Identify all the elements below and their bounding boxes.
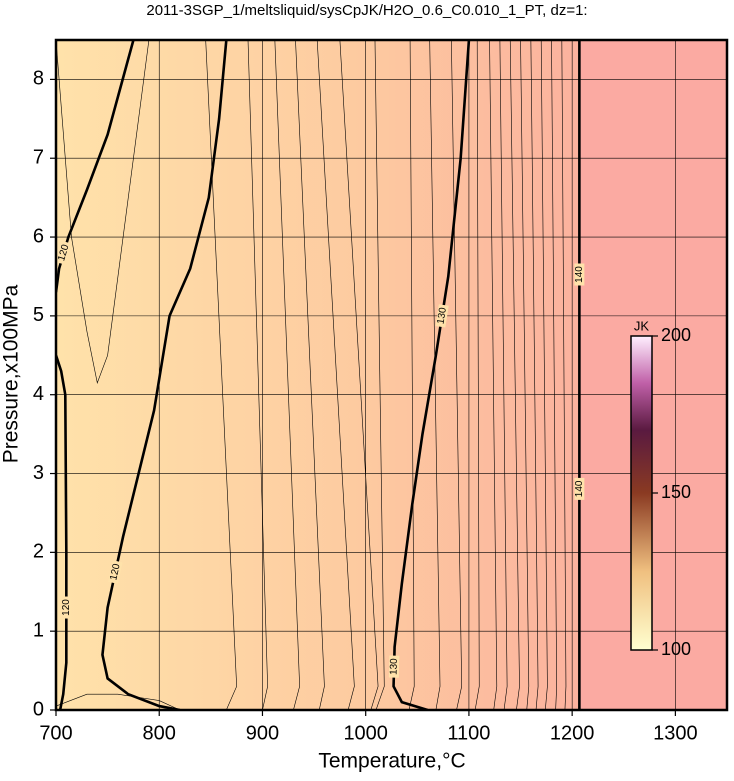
y-tick-label: 0 xyxy=(33,698,44,720)
contour-label: 120 xyxy=(108,562,122,581)
contour-label-bg xyxy=(574,477,585,500)
contour-line-major xyxy=(392,40,471,710)
contour-label-group: 140 xyxy=(574,263,585,286)
contour-line xyxy=(408,40,415,710)
contour-label-group: 130 xyxy=(435,304,449,328)
contour-line xyxy=(509,40,520,710)
plot-background xyxy=(56,40,727,710)
colorbar-tick-label: 200 xyxy=(661,325,691,345)
contour-label-bg xyxy=(108,560,123,584)
contour-line-major xyxy=(56,354,68,710)
contour-line xyxy=(499,40,508,710)
contour-line xyxy=(339,40,379,710)
contour-line xyxy=(520,40,530,710)
plot-frame xyxy=(54,38,729,712)
contour-line xyxy=(540,40,548,710)
colorbar-tick-label: 100 xyxy=(661,639,691,659)
contour-line xyxy=(56,693,181,710)
y-tick-label: 6 xyxy=(33,225,44,247)
contour-line xyxy=(474,40,480,710)
contour-label: 140 xyxy=(574,266,585,283)
contour-label-group: 130 xyxy=(388,655,400,678)
y-tick-label: 7 xyxy=(33,147,44,169)
x-tick-label: 1200 xyxy=(550,722,595,744)
x-tick-label: 1300 xyxy=(653,722,698,744)
x-tick-label: 1000 xyxy=(343,722,388,744)
contour-label-bg xyxy=(435,304,449,328)
y-axis-label: Pressure,x100MPa xyxy=(0,284,23,463)
contour-label: 140 xyxy=(574,480,585,497)
contour-label: 130 xyxy=(389,658,400,675)
contour-line xyxy=(274,40,300,710)
contour-label-bg xyxy=(574,263,585,286)
contour-line xyxy=(295,40,325,710)
y-tick-label: 2 xyxy=(33,541,44,563)
contour-line xyxy=(530,40,539,710)
contour-label-group: 120 xyxy=(61,596,72,619)
x-tick-label: 800 xyxy=(143,722,176,744)
y-tick-label: 8 xyxy=(33,68,44,90)
contour-label: 120 xyxy=(56,243,71,263)
contour-line-major xyxy=(101,40,228,710)
x-axis-label: Temperature,°C xyxy=(318,750,465,773)
contour-line xyxy=(205,40,237,710)
contour-line xyxy=(561,40,567,710)
y-tick-label: 1 xyxy=(33,619,44,641)
colorbar xyxy=(630,335,653,651)
contour-line-major xyxy=(56,40,135,293)
contour-label-bg xyxy=(61,596,72,619)
contour-line xyxy=(551,40,557,710)
contour-line xyxy=(374,40,385,710)
contour-label-bg xyxy=(388,655,400,678)
contour-group: 120 120 120 130 130 140 140 xyxy=(56,40,585,710)
colorbar-tick-label: 150 xyxy=(661,482,691,502)
contour-label: 120 xyxy=(61,599,72,616)
contour-label-group: 120 xyxy=(56,240,72,265)
x-tick-label: 1100 xyxy=(447,722,490,744)
colorbar-label: JK xyxy=(634,318,650,333)
contour-line xyxy=(316,40,355,710)
y-tick-label: 3 xyxy=(33,462,44,484)
contour-line xyxy=(489,40,498,710)
contour-line xyxy=(429,40,441,710)
contour-line xyxy=(451,40,462,710)
x-tick-label: 700 xyxy=(39,722,72,744)
x-tick-label: 900 xyxy=(246,722,279,744)
contour-line xyxy=(56,40,150,384)
y-tick-label: 4 xyxy=(33,383,44,405)
contour-line xyxy=(247,40,268,710)
contour-label: 130 xyxy=(435,306,449,325)
y-tick-label: 5 xyxy=(33,304,44,326)
contour-label-bg xyxy=(56,240,72,265)
contour-label-group: 140 xyxy=(574,477,585,500)
contour-label-group: 120 xyxy=(108,560,123,584)
chart-title: 2011-3SGP_1/meltsliquid/sysCpJK/H2O_0.6_… xyxy=(146,2,587,19)
